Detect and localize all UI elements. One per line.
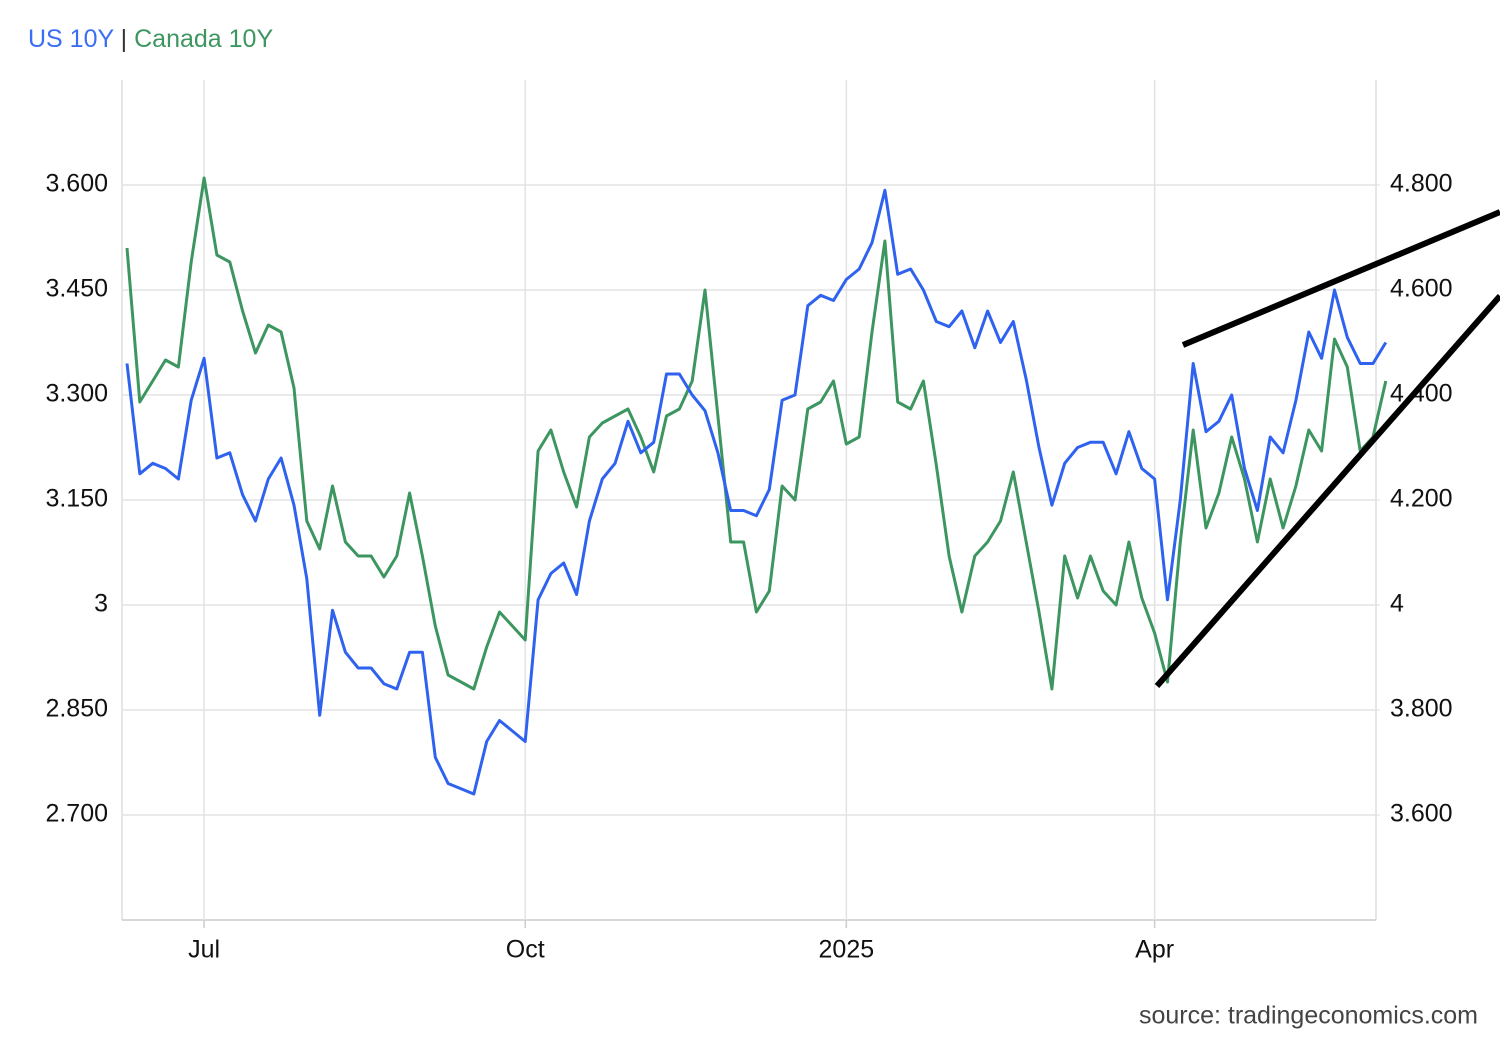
y-tick-label: 3.150 bbox=[45, 485, 108, 513]
y2-tick-label: 4.600 bbox=[1390, 275, 1453, 303]
y-tick-label: 3 bbox=[94, 590, 108, 618]
x-tick-label: Apr bbox=[1135, 936, 1174, 964]
trend-line bbox=[1181, 209, 1500, 348]
x-tick-label: Jul bbox=[188, 936, 220, 964]
y2-tick-label: 4.800 bbox=[1390, 170, 1453, 198]
legend-separator: | bbox=[121, 25, 128, 53]
y2-tick-label: 4 bbox=[1390, 590, 1404, 618]
legend-entry: US 10Y bbox=[28, 25, 114, 53]
y2-tick-label: 4.200 bbox=[1390, 485, 1453, 513]
series-line bbox=[125, 176, 1388, 691]
legend-entry: Canada 10Y bbox=[134, 25, 273, 53]
y-tick-label: 2.700 bbox=[45, 800, 108, 828]
y2-tick-label: 3.600 bbox=[1390, 800, 1453, 828]
chart-legend: US 10Y | Canada 10Y bbox=[28, 25, 273, 53]
y2-tick-label: 3.800 bbox=[1390, 695, 1453, 723]
trend-line bbox=[1154, 294, 1500, 688]
source-note: source: tradingeconomics.com bbox=[1139, 1002, 1478, 1030]
series-line bbox=[125, 188, 1388, 796]
y-tick-label: 2.850 bbox=[45, 695, 108, 723]
y-tick-label: 3.300 bbox=[45, 380, 108, 408]
x-tick-label: 2025 bbox=[819, 936, 875, 964]
y-tick-label: 3.600 bbox=[45, 170, 108, 198]
y-tick-label: 3.450 bbox=[45, 275, 108, 303]
plot: 2.700 2.850 3 3.150 3.300 3.450 3.600 3.600 3.80… bbox=[45, 80, 1453, 964]
x-tick-label: Oct bbox=[506, 936, 545, 964]
